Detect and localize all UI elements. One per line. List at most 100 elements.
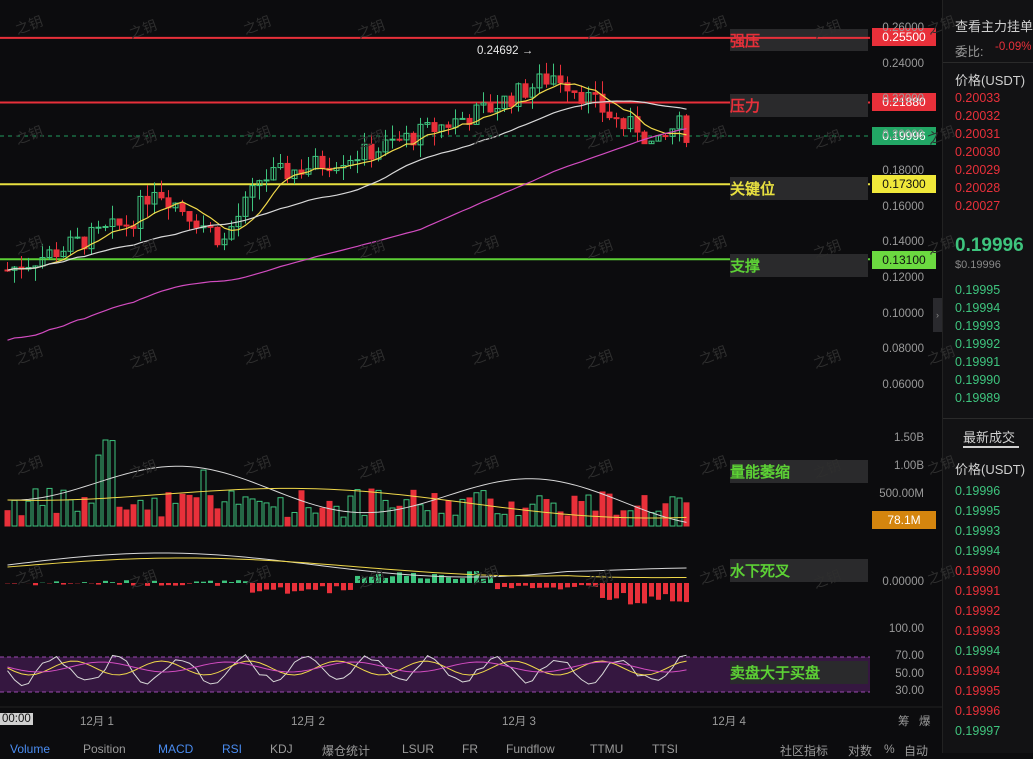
trades-price-header: 价格(USDT) — [955, 459, 1025, 478]
ask-price[interactable]: 0.20032 — [955, 109, 1000, 123]
volume-bar — [453, 515, 458, 526]
volume-bar — [565, 516, 570, 526]
date-tick-3: 12月 3 — [502, 713, 536, 729]
volume-bar — [460, 499, 465, 526]
option-0[interactable]: 社区指标 — [780, 742, 828, 759]
macd-bar — [285, 583, 290, 594]
volume-bar — [572, 496, 577, 526]
volume-bar — [628, 511, 633, 526]
macd-bar — [334, 583, 339, 586]
bid-price[interactable]: 0.19992 — [955, 337, 1000, 351]
candle-body — [159, 192, 164, 197]
volume-bar — [208, 496, 213, 526]
volume-bar — [68, 500, 73, 526]
macd-bar — [670, 583, 675, 601]
volume-bar — [684, 503, 689, 526]
candle-body — [320, 156, 325, 168]
volume-bar — [180, 494, 185, 526]
tab-volume[interactable]: Volume — [10, 742, 50, 756]
panel-collapse-button[interactable]: › — [933, 298, 942, 332]
volume-bar — [537, 496, 542, 526]
ask-price[interactable]: 0.20027 — [955, 199, 1000, 213]
macd-bar — [404, 576, 409, 583]
candle-body — [145, 196, 150, 204]
volume-bar — [530, 504, 535, 526]
axis-footer-chip[interactable]: 筹 — [898, 713, 910, 729]
price-axis-tick: 0.08000 — [872, 343, 924, 355]
volume-bar — [194, 498, 199, 526]
volume-bar — [257, 501, 262, 526]
macd-bar — [565, 583, 570, 587]
tab-lsur[interactable]: LSUR — [402, 742, 434, 756]
volume-bar — [341, 517, 346, 526]
macd-bar — [110, 582, 115, 583]
ask-price[interactable]: 0.20028 — [955, 181, 1000, 195]
option-1[interactable]: 对数 — [848, 742, 872, 759]
option-2[interactable]: % — [884, 742, 895, 756]
annotation-dead-cross: 水下死叉 — [730, 559, 868, 582]
bid-price[interactable]: 0.19993 — [955, 319, 1000, 333]
candle-body — [194, 221, 199, 228]
macd-bar — [656, 583, 661, 600]
macd-bar — [215, 583, 220, 586]
bid-price[interactable]: 0.19995 — [955, 283, 1000, 297]
macd-bar — [292, 583, 297, 591]
ask-price[interactable]: 0.20029 — [955, 163, 1000, 177]
volume-axis-tick: 1.50B — [872, 432, 924, 444]
recent-trades-title[interactable]: 最新成交 — [963, 427, 1015, 446]
tab-fr[interactable]: FR — [462, 742, 478, 756]
volume-bar — [117, 507, 122, 526]
tab-爆仓统计[interactable]: 爆仓统计 — [322, 742, 370, 759]
volume-bar — [474, 493, 479, 526]
level-label-strong-resistance: 强压 — [730, 29, 760, 52]
macd-bar — [278, 583, 283, 587]
macd-bar — [327, 583, 332, 593]
bid-price[interactable]: 0.19994 — [955, 301, 1000, 315]
candle-body — [642, 132, 647, 144]
volume-bar — [89, 503, 94, 526]
level-label-resistance: 压力 — [730, 94, 868, 117]
price-tag-key: 0.17300 — [872, 175, 936, 193]
ask-price[interactable]: 0.20031 — [955, 127, 1000, 141]
main-orders-link[interactable]: 查看主力挂单 — [955, 16, 1033, 35]
volume-bar — [418, 505, 423, 526]
axis-footer-liq[interactable]: 爆 — [919, 713, 931, 729]
ask-price[interactable]: 0.20033 — [955, 91, 1000, 105]
volume-bar — [670, 497, 675, 526]
macd-bar — [68, 583, 73, 584]
bid-price[interactable]: 0.19991 — [955, 355, 1000, 369]
bid-price[interactable]: 0.19989 — [955, 391, 1000, 405]
tab-fundflow[interactable]: Fundflow — [506, 742, 555, 756]
trade-price: 0.19990 — [955, 564, 1000, 578]
candle-body — [264, 180, 269, 181]
option-3[interactable]: 自动 — [904, 742, 928, 759]
tab-position[interactable]: Position — [83, 742, 126, 756]
macd-bar — [236, 580, 241, 583]
tab-ttsi[interactable]: TTSI — [652, 742, 678, 756]
volume-bar — [19, 516, 24, 526]
date-tick-0: 00:00 — [0, 713, 33, 725]
tab-rsi[interactable]: RSI — [222, 742, 242, 756]
macd-bar — [579, 583, 584, 585]
trade-price: 0.19996 — [955, 484, 1000, 498]
bid-price[interactable]: 0.19990 — [955, 373, 1000, 387]
volume-bar — [425, 511, 430, 526]
macd-bar — [677, 583, 682, 601]
macd-bar — [418, 578, 423, 583]
ask-price[interactable]: 0.20030 — [955, 145, 1000, 159]
trade-price: 0.19993 — [955, 524, 1000, 538]
volume-bar — [75, 511, 80, 526]
tab-ttmu[interactable]: TTMU — [590, 742, 623, 756]
volume-bar — [278, 498, 283, 526]
ratio-label: 委比: — [955, 41, 983, 60]
candle-body — [607, 112, 612, 118]
annotation-volume-shrink: 量能萎缩 — [730, 460, 868, 483]
price-axis-tick: 0.14000 — [872, 236, 924, 248]
volume-bar — [327, 501, 332, 526]
macd-bar — [208, 581, 213, 583]
candle-body — [460, 118, 465, 119]
macd-bar — [201, 582, 206, 583]
tab-macd[interactable]: MACD — [158, 742, 193, 756]
tab-kdj[interactable]: KDJ — [270, 742, 293, 756]
